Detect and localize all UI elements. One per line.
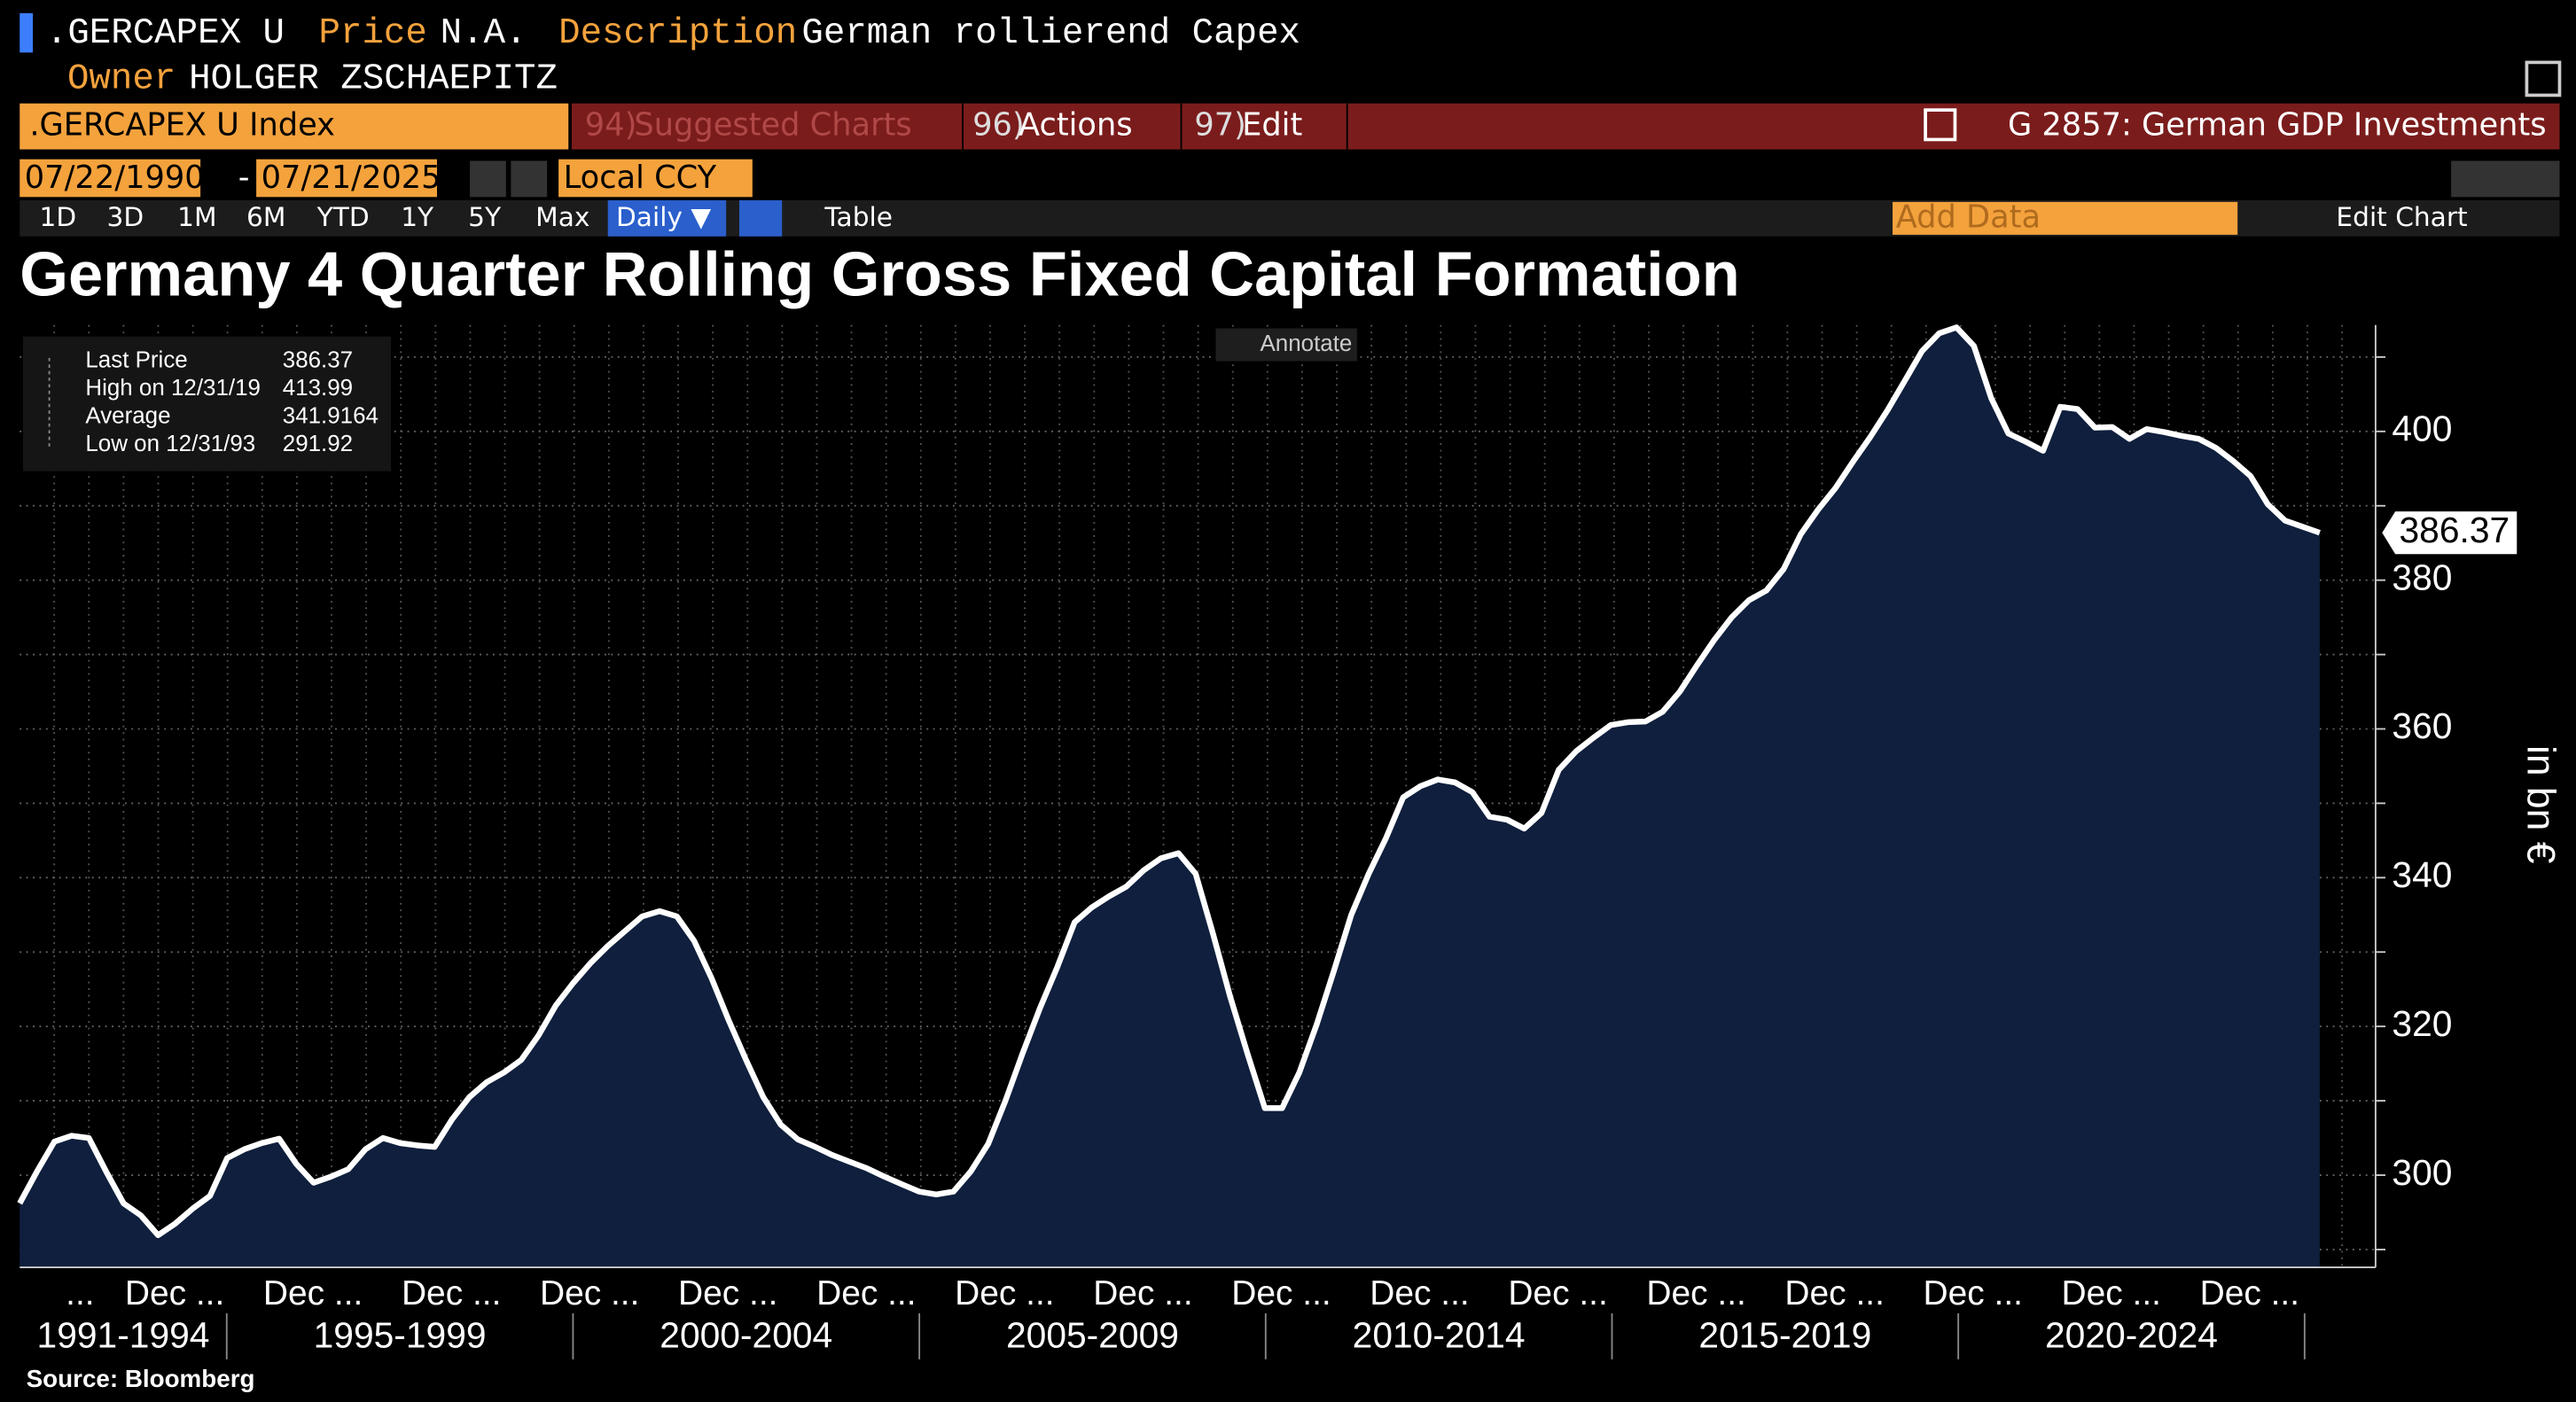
owner: HOLGER ZSCHAEPITZ [189,59,558,100]
period-button[interactable]: YTD [316,201,370,232]
period-button[interactable]: Max [535,201,589,232]
popout-icon[interactable] [2525,60,2562,97]
x-tick-label: Dec ... [678,1274,777,1312]
menu-item[interactable]: Edit [1242,107,1302,144]
x-tick-label: Dec ... [2200,1274,2299,1312]
line [17,324,2321,1239]
period-button[interactable]: 3D [106,201,144,232]
x-tick-label: Dec ... [816,1274,916,1312]
chart-title: Germany 4 Quarter Rolling Gross Fixed Ca… [20,239,1740,309]
y-axis-label: in bn € [2519,745,2563,864]
last-value-box [2382,511,2517,555]
description-label: Description [558,13,797,54]
currency: Local CCY [564,160,717,196]
price: N.A. [441,13,527,54]
legend-stat-label: High on 12/31/19 [85,376,261,401]
end-date-box[interactable] [256,159,437,198]
legend-stat-label: Average [85,403,170,428]
period-button[interactable]: 5Y [468,201,502,232]
edit-chart[interactable]: Edit Chart [2336,201,2467,232]
chart-name[interactable]: G 2857: German GDP Investments [2008,107,2547,144]
next-button[interactable] [511,160,548,198]
x-tick-label: Dec ... [540,1274,639,1312]
x-tick-label: Dec ... [1923,1274,2022,1312]
add-data[interactable]: Add Data [1896,199,2041,235]
x-tick-label: Dec ... [2062,1274,2161,1312]
x-tick-label: ... [66,1274,94,1312]
x-group-label: 1991-1994 [37,1315,210,1356]
x-group-label: 2000-2004 [660,1315,832,1356]
y-tick-label: 340 [2392,854,2452,895]
x-group-label: 2020-2024 [2045,1315,2218,1356]
currency-box[interactable] [558,159,753,198]
frequency[interactable]: Daily ▼ [616,201,711,232]
x-tick-label: Dec ... [402,1274,501,1312]
menu-bar [571,103,2560,150]
x-tick-label: Dec ... [1231,1274,1331,1312]
x-tick-label: Dec ... [125,1274,224,1312]
source: Source: Bloomberg [27,1365,255,1392]
legend-stat-value: 291.92 [283,432,353,456]
y-tick-label: 380 [2392,557,2452,597]
end-date: 07/21/2025 [262,160,441,196]
legend-stat-label: Low on 12/31/93 [85,432,255,456]
menu-key: 94) [585,107,637,144]
annotate-button: Annotate [1260,331,1352,356]
y-tick-label: 400 [2392,409,2452,449]
header-marker [20,12,34,53]
x-tick-label: Dec ... [263,1274,363,1312]
legend-name: Last Price [85,347,187,372]
y-tick-label: 300 [2392,1152,2452,1193]
x-tick-label: Dec ... [1646,1274,1745,1312]
y-tick-label: 320 [2392,1003,2452,1044]
x-tick-label: Dec ... [1370,1274,1469,1312]
x-group-label: 1995-1999 [314,1315,487,1356]
prev-button[interactable] [470,160,506,198]
period-button[interactable]: 1D [39,201,76,232]
period-button[interactable]: 6M [246,201,285,232]
legend-value: 386.37 [283,347,353,372]
area [20,327,2320,1268]
price-label: Price [319,13,427,54]
description: German rollierend Capex [801,13,1300,54]
add-data-box[interactable] [1893,201,2238,235]
x-group-label: 2010-2014 [1353,1315,1526,1356]
x-tick-label: Dec ... [955,1274,1054,1312]
ticker: .GERCAPEX U [46,13,285,54]
x-group-label: 2005-2009 [1006,1315,1179,1356]
table-button[interactable]: Table [824,201,893,232]
legend-stat-value: 341.9164 [283,403,379,428]
legend-stat-value: 413.99 [283,376,353,401]
annotate-box[interactable] [1215,328,1357,362]
legend-box [22,336,392,471]
owner-label: Owner [67,59,176,100]
x-tick-label: Dec ... [1508,1274,1607,1312]
last-value-label: 386.37 [2400,510,2510,550]
x-group-label: 2015-2019 [1698,1315,1871,1356]
security: .GERCAPEX U Index [29,107,335,144]
x-tick-label: Dec ... [1093,1274,1192,1312]
security-box[interactable] [20,103,569,150]
menu-item[interactable]: Suggested Charts [634,107,911,144]
menu-key: 97) [1194,107,1246,144]
undo-redo[interactable] [2451,160,2560,198]
start-date-box[interactable] [20,159,201,198]
y-tick-label: 360 [2392,705,2452,746]
start-date: 07/22/1990 [25,160,205,196]
chart-link-icon[interactable] [1924,108,1957,142]
frequency-box[interactable] [607,200,727,237]
x-tick-label: Dec ... [1784,1274,1884,1312]
menu-key: 96) [972,107,1025,144]
period-button[interactable]: 1M [177,201,216,232]
menu-item[interactable]: Actions [1019,107,1133,144]
period-button[interactable]: 1Y [401,201,434,232]
date-separator: - [238,160,250,196]
chart-type-icon[interactable] [738,200,783,237]
